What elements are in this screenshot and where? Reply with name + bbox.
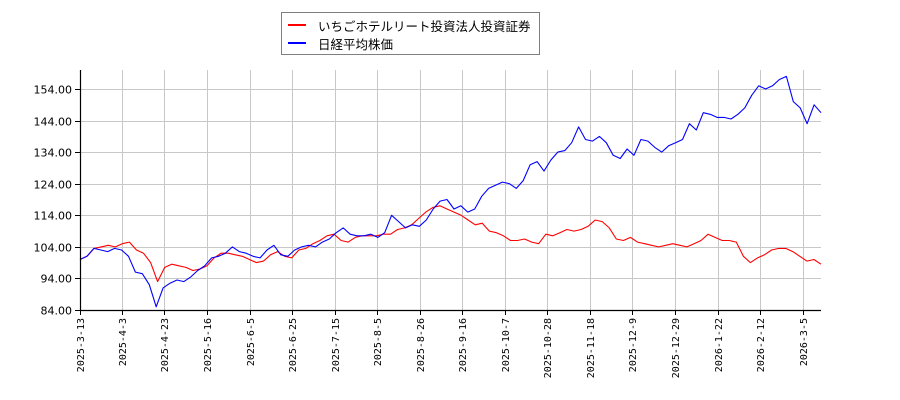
x-tick-label: 2026-3-5 [799, 318, 810, 366]
legend: いちごホテルリート投資法人投資証券 日経平均株価 [281, 12, 540, 55]
y-tick-label: 134.00 [34, 147, 73, 160]
x-tick-label: 2025-4-3 [118, 318, 129, 366]
x-tick-label: 2025-12-29 [671, 318, 682, 378]
y-tick-label: 94.00 [41, 273, 73, 286]
x-tick-label: 2025-6-5 [246, 318, 257, 366]
legend-label: 日経平均株価 [318, 36, 394, 52]
legend-item-nikkei-225: 日経平均株価 [288, 34, 393, 52]
x-tick-label: 2025-3-13 [76, 318, 87, 372]
y-axis-ticks: 84.00 94.00 104.00 114.00 124.00 134.00 144.00… [34, 84, 80, 318]
x-tick-label: 2025-4-23 [160, 318, 171, 372]
y-tick-label: 104.00 [34, 242, 73, 255]
x-tick-label: 2025-6-25 [288, 318, 299, 372]
nikkei-225-line [79, 75, 822, 308]
y-tick-label: 114.00 [34, 210, 73, 223]
axes [79, 70, 821, 312]
legend-label: いちごホテルリート投資法人投資証券 [318, 18, 531, 34]
x-tick-label: 2025-11-18 [586, 318, 597, 378]
x-tick-label: 2025-7-15 [331, 318, 342, 372]
legend-item-ichigo-hotel-reit: いちごホテルリート投資法人投資証券 [288, 16, 531, 34]
x-tick-label: 2025-9-16 [458, 318, 469, 372]
y-tick-label: 154.00 [34, 84, 73, 97]
series-lines [79, 75, 822, 308]
x-tick-label: 2025-5-16 [203, 318, 214, 372]
red-line-swatch-icon [288, 24, 306, 26]
x-tick-label: 2026-1-22 [714, 318, 725, 372]
y-tick-label: 84.00 [41, 305, 73, 318]
y-tick-label: 124.00 [34, 179, 73, 192]
x-tick-label: 2025-12-9 [628, 318, 639, 372]
x-tick-label: 2025-10-28 [543, 318, 554, 378]
x-tick-label: 2025-8-26 [416, 318, 427, 372]
x-axis-ticks: 2025-3-13 2025-4-3 2025-4-23 2025-5-16 2025-… [76, 310, 810, 378]
ichigo-hotel-reit-line [79, 205, 822, 283]
x-tick-label: 2026-2-12 [756, 318, 767, 372]
grid-lines [80, 70, 821, 310]
blue-line-swatch-icon [288, 42, 306, 44]
x-tick-label: 2025-8-5 [373, 318, 384, 366]
x-tick-label: 2025-10-7 [501, 318, 512, 372]
y-tick-label: 144.00 [34, 116, 73, 129]
